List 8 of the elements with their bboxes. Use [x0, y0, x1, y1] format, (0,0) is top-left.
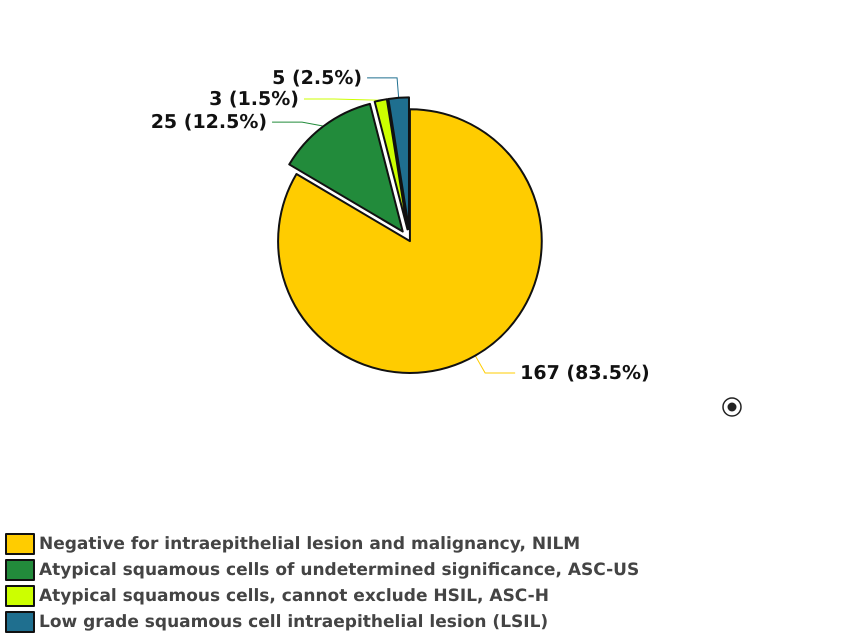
data-label: 5 (2.5%) — [272, 66, 362, 89]
data-label: 25 (12.5%) — [150, 111, 268, 134]
legend-label: Low grade squamous cell intraepithelial lesion (LSIL) — [39, 612, 548, 632]
data-label: 167 (83.5%) — [520, 362, 650, 384]
legend-label: Atypical squamous cells of undetermined significance, ASC-US — [39, 560, 640, 580]
legend-label: Atypical squamous cells, cannot exclude HSIL, ASC-H — [39, 586, 549, 606]
legend-label: Negative for intraepithelial lesion and malignancy, NILM — [39, 534, 580, 554]
data-label: 3 (1.5%) — [209, 88, 299, 110]
